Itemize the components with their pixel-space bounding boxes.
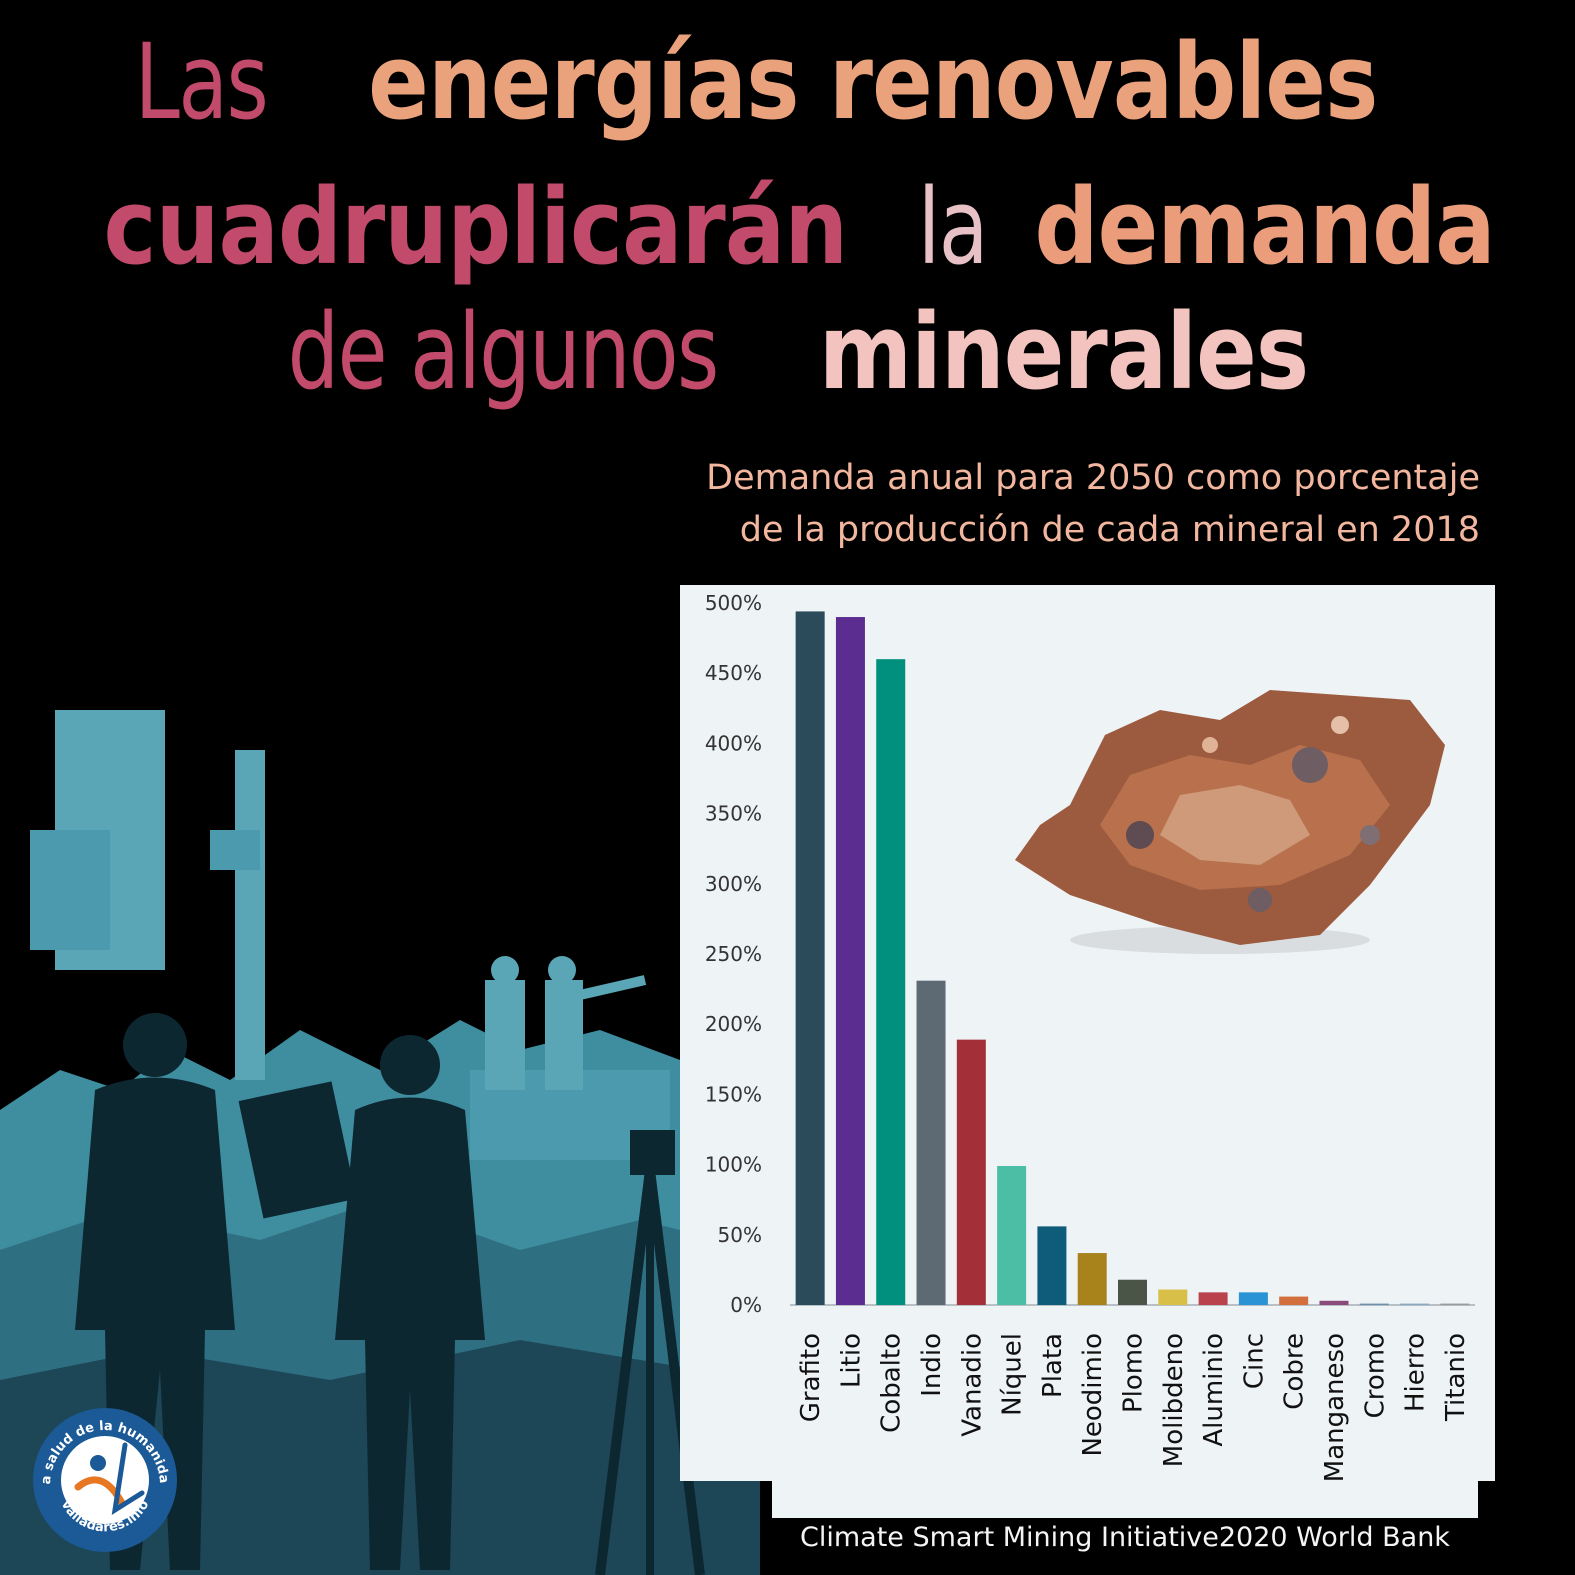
- y-tick-label: 300%: [705, 872, 762, 896]
- x-tick-label: Litio: [836, 1333, 866, 1388]
- bar-manganeso: [1319, 1300, 1349, 1305]
- bar-molibdeno: [1158, 1289, 1188, 1305]
- bar-neodimio: [1077, 1253, 1107, 1305]
- y-tick-label: 500%: [705, 591, 762, 615]
- x-tick-label: Indio: [917, 1333, 947, 1397]
- title-word: Las: [134, 21, 268, 143]
- y-tick-label: 150%: [705, 1082, 762, 1106]
- bar-indio: [916, 980, 946, 1305]
- title-word: energías renovables: [367, 21, 1378, 143]
- x-tick-label: Cobre: [1280, 1333, 1310, 1410]
- title-line-3: de algunos minerales: [0, 300, 1575, 404]
- x-tick-label: Cinc: [1239, 1333, 1269, 1389]
- chart-subtitle: Demanda anual para 2050 como porcentaje …: [660, 452, 1480, 556]
- x-tick-label: Aluminio: [1199, 1333, 1229, 1447]
- bar-aluminio: [1198, 1292, 1228, 1305]
- bar-plata: [1037, 1226, 1067, 1305]
- chart-source: Climate Smart Mining Initiative2020 Worl…: [800, 1522, 1450, 1553]
- title-word: cuadruplicarán: [103, 166, 849, 288]
- y-tick-label: 100%: [705, 1153, 762, 1177]
- x-tick-label: Plomo: [1119, 1333, 1149, 1413]
- x-tick-label: Cobalto: [877, 1333, 907, 1433]
- x-tick-label: Plata: [1038, 1333, 1068, 1398]
- x-tick-label: Neodimio: [1078, 1333, 1108, 1457]
- subtitle-line-2: de la producción de cada mineral en 2018: [739, 510, 1480, 550]
- y-tick-label: 250%: [705, 942, 762, 966]
- y-tick-label: 50%: [718, 1223, 762, 1247]
- title-word: minerales: [818, 291, 1308, 413]
- copper-mineral-image: [1010, 685, 1450, 965]
- x-tick-label: Molibdeno: [1159, 1333, 1189, 1467]
- x-tick-label: Vanadio: [957, 1333, 987, 1437]
- title-word: la: [917, 166, 989, 288]
- title-word: de algunos: [287, 291, 720, 413]
- bar-litio: [835, 617, 865, 1305]
- title-line-1: Las energías renovables: [0, 30, 1575, 134]
- bar-vanadio: [956, 1039, 986, 1305]
- y-tick-label: 400%: [705, 731, 762, 755]
- title-line-2: cuadruplicarán la demanda: [0, 175, 1575, 279]
- bar-plomo: [1117, 1279, 1148, 1305]
- bar-titanio: [1440, 1303, 1470, 1306]
- x-tick-label: Hierro: [1401, 1333, 1431, 1412]
- bar-níquel: [997, 1166, 1027, 1305]
- bar-cobre: [1279, 1296, 1309, 1305]
- bar-cromo: [1359, 1303, 1389, 1306]
- bar-grafito: [795, 611, 825, 1305]
- y-tick-label: 350%: [705, 802, 762, 826]
- y-tick-label: 200%: [705, 1012, 762, 1036]
- subtitle-line-1: Demanda anual para 2050 como porcentaje: [706, 458, 1480, 498]
- x-tick-label: Cromo: [1360, 1333, 1390, 1418]
- x-tick-label: Manganeso: [1320, 1333, 1350, 1481]
- bar-hierro: [1400, 1303, 1430, 1306]
- valladares-logo: La salud de la humanidad valladares.info: [25, 1394, 180, 1555]
- y-tick-label: 450%: [705, 661, 762, 685]
- bar-cobalto: [876, 659, 906, 1305]
- bar-cinc: [1238, 1292, 1268, 1305]
- x-tick-label: Grafito: [796, 1333, 826, 1422]
- mining-workers-silhouette: [0, 690, 760, 1575]
- title-word: demanda: [1034, 166, 1495, 288]
- chart-panel-footer: [772, 1480, 1478, 1518]
- bar-chart: 0% 50% 100% 150% 200% 250% 300% 350% 400% 450% 500…: [705, 591, 1475, 1481]
- y-tick-label: 0%: [730, 1293, 762, 1317]
- x-tick-label: Níquel: [998, 1333, 1028, 1416]
- x-tick-label: Titanio: [1441, 1333, 1471, 1422]
